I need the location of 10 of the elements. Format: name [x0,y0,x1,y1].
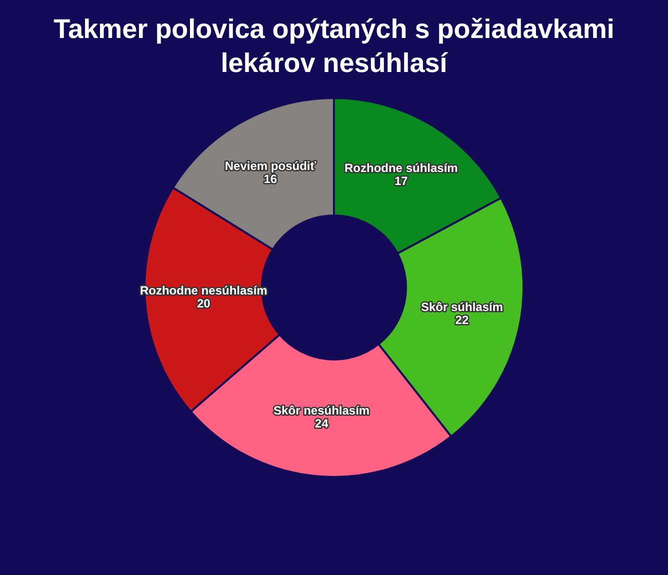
chart-title: Takmer polovica opýtaných s požiadavkami lekárov nesúhlasí [52,13,616,80]
data-label: 16 [264,172,278,186]
slice-label: Skôr súhlasím [420,300,503,314]
data-label: 17 [394,174,408,188]
slice-label: Neviem posúdiť [224,159,316,174]
slice-label: Skôr nesúhlasím [274,403,370,418]
data-label: 22 [455,313,469,328]
slice-label: Rozhodne súhlasím [344,161,458,176]
data-label: 24 [314,416,329,430]
data-label: 20 [196,296,211,311]
